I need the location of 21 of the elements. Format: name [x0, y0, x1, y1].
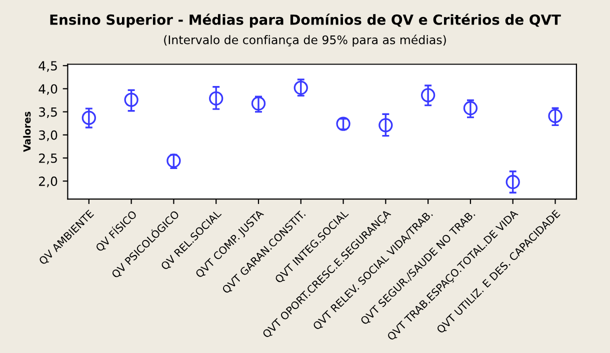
y-tick-label: 4,0 — [38, 84, 58, 95]
point — [251, 96, 266, 111]
y-tick-label: 3,0 — [39, 130, 58, 142]
point — [209, 91, 224, 106]
point — [506, 174, 520, 190]
point — [294, 80, 308, 95]
point — [336, 116, 350, 131]
y-tick-label: 4,5 — [38, 61, 57, 72]
point — [420, 88, 436, 102]
point — [378, 118, 393, 132]
point — [82, 110, 96, 125]
y-tick-label: 2,0 — [39, 176, 58, 188]
chart-title: Ensino Superior - Médias para Domínios de QV e Critérios de QVT — [50, 14, 561, 28]
y-tick-label: 2,5 — [39, 153, 57, 164]
point — [166, 154, 181, 168]
y-axis-title: Valores — [23, 112, 31, 152]
y-tick-label: 3,5 — [39, 107, 57, 118]
point — [463, 101, 478, 116]
point — [548, 108, 562, 124]
chart-subtitle: (Intervalo de confiança de 95% para as médias) — [164, 34, 446, 47]
point — [124, 92, 138, 107]
